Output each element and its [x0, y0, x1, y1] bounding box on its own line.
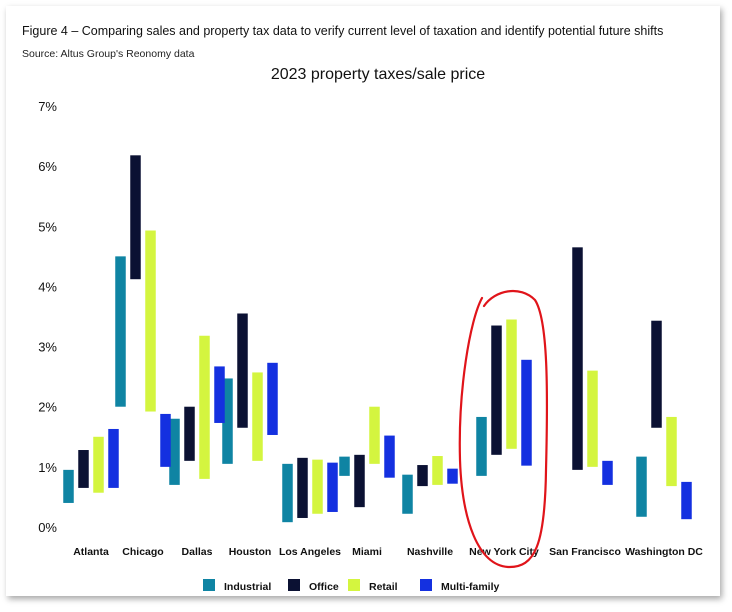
bar-multi-family-new-york-city — [521, 359, 532, 466]
y-tick-label: 1% — [38, 460, 57, 475]
bar-office-atlanta — [78, 450, 89, 488]
chart-title: 2023 property taxes/sale price — [271, 66, 485, 83]
bar-office-new-york-city — [491, 325, 502, 455]
y-tick-label: 3% — [38, 340, 57, 355]
y-axis: 0% 1% 2% 3% 4% 5% 6% 7% — [38, 99, 57, 535]
bar-multi-family-nashville — [447, 468, 458, 484]
bar-industrial-new-york-city — [476, 416, 487, 476]
legend-label: Multi-family — [441, 581, 499, 593]
bar-office-dallas — [184, 406, 195, 461]
bar-office-nashville — [417, 465, 428, 487]
legend-label: Industrial — [224, 581, 271, 593]
bar-office-san-francisco — [572, 247, 583, 470]
legend-label: Office — [309, 581, 339, 593]
x-axis: Atlanta Chicago Dallas Houston Los Angeles Mi… — [73, 546, 703, 558]
bar-retail-los-angeles — [312, 459, 323, 514]
x-category-label: Atlanta — [73, 546, 109, 558]
figure-source: Source: Altus Group's Reonomy data — [22, 48, 195, 60]
bar-retail-washington-dc — [666, 416, 677, 487]
bar-office-houston — [237, 313, 248, 428]
legend-swatch — [288, 579, 300, 591]
bar-industrial-miami — [339, 456, 350, 476]
bar-multi-family-washington-dc — [681, 481, 692, 520]
bar-retail-san-francisco — [587, 370, 598, 467]
bar-retail-houston — [252, 372, 263, 461]
bar-office-miami — [354, 454, 365, 508]
y-tick-label: 4% — [38, 279, 57, 294]
x-category-label: Houston — [229, 546, 272, 558]
bar-office-washington-dc — [651, 320, 662, 428]
x-category-label: Washington DC — [625, 546, 703, 558]
bar-retail-atlanta — [93, 436, 104, 493]
bar-industrial-dallas — [169, 418, 180, 485]
bar-industrial-atlanta — [63, 469, 74, 503]
legend-label: Retail — [369, 581, 398, 593]
bar-office-los-angeles — [297, 457, 308, 518]
bar-office-chicago — [130, 155, 141, 280]
bar-multi-family-atlanta — [108, 428, 119, 488]
bar-multi-family-chicago — [160, 413, 171, 467]
bar-industrial-nashville — [402, 474, 413, 514]
x-category-label: Miami — [352, 546, 382, 558]
bar-multi-family-los-angeles — [327, 462, 338, 512]
figure-title: Figure 4 – Comparing sales and property … — [22, 24, 664, 38]
y-tick-label: 0% — [38, 520, 57, 535]
x-category-label: Nashville — [407, 546, 453, 558]
bar-industrial-houston — [222, 378, 233, 464]
legend-swatch — [348, 579, 360, 591]
bar-multi-family-houston — [267, 362, 278, 435]
bar-retail-miami — [369, 406, 380, 464]
bar-retail-chicago — [145, 230, 156, 412]
bar-retail-new-york-city — [506, 319, 517, 449]
legend-swatch — [203, 579, 215, 591]
y-tick-label: 6% — [38, 159, 57, 174]
y-tick-label: 5% — [38, 219, 57, 234]
bar-retail-dallas — [199, 335, 210, 479]
x-category-label: Dallas — [182, 546, 213, 558]
legend-swatch — [420, 579, 432, 591]
bar-industrial-washington-dc — [636, 456, 647, 517]
y-tick-label: 2% — [38, 400, 57, 415]
nyc-highlight-annotation — [458, 289, 549, 569]
bar-industrial-los-angeles — [282, 463, 293, 523]
legend: Industrial Office Retail Multi-family — [203, 579, 499, 593]
bar-retail-nashville — [432, 456, 443, 485]
x-category-label: Los Angeles — [279, 546, 341, 558]
bar-industrial-chicago — [115, 256, 126, 407]
bar-multi-family-san-francisco — [602, 460, 613, 485]
bar-multi-family-miami — [384, 435, 395, 478]
bar-multi-family-dallas — [214, 366, 225, 423]
y-tick-label: 7% — [38, 99, 57, 114]
x-category-label: Chicago — [122, 546, 163, 558]
x-category-label: San Francisco — [549, 546, 621, 558]
bars-group — [63, 155, 692, 523]
